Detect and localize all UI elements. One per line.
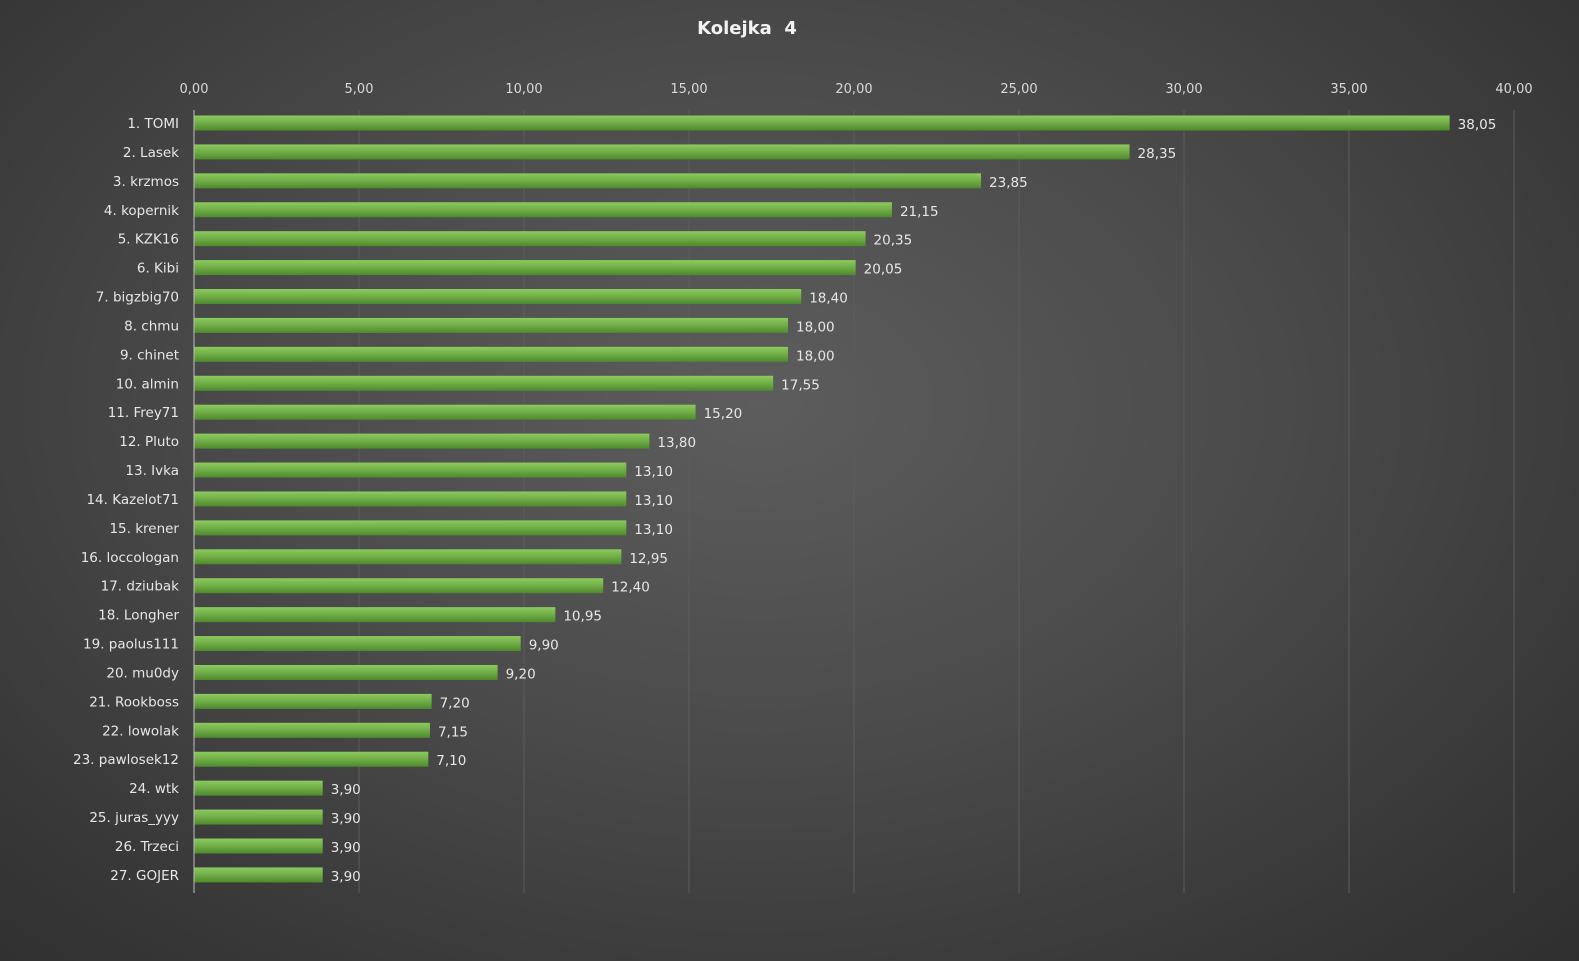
bar <box>194 809 323 825</box>
data-label: 18,00 <box>796 348 835 364</box>
x-tick-label: 25,00 <box>1000 82 1037 97</box>
data-labels: 38,05 28,35 23,85 21,15 20,35 20,05 18,40 18,00… <box>331 117 1497 885</box>
x-tick-label: 35,00 <box>1330 82 1367 97</box>
category-label: 5. KZK16 <box>118 232 179 248</box>
x-tick-label: 20,00 <box>835 82 872 97</box>
bar <box>194 693 432 709</box>
data-label: 3,90 <box>331 782 361 798</box>
category-label: 6. Kibi <box>137 261 179 277</box>
data-label: 20,05 <box>864 262 903 278</box>
category-label: 9. chinet <box>120 347 179 363</box>
category-label: 2. Lasek <box>123 145 179 161</box>
bar <box>194 433 650 449</box>
data-label: 17,55 <box>781 377 820 393</box>
category-label: 13. Ivka <box>125 463 179 479</box>
bar <box>194 375 774 391</box>
data-label: 9,20 <box>506 666 536 682</box>
bar <box>194 751 429 767</box>
category-label: 1. TOMI <box>127 116 179 132</box>
data-label: 23,85 <box>989 175 1028 191</box>
data-label: 18,40 <box>809 291 848 307</box>
bar <box>194 578 604 594</box>
category-label: 24. wtk <box>129 781 179 797</box>
category-label: 11. Frey71 <box>108 405 179 421</box>
data-label: 28,35 <box>1138 146 1177 162</box>
category-label: 25. juras_yyy <box>89 810 179 826</box>
x-tick-label: 10,00 <box>505 82 542 97</box>
bar <box>194 520 627 536</box>
data-label: 18,00 <box>796 319 835 335</box>
x-tick-label: 40,00 <box>1495 82 1532 97</box>
bar <box>194 607 556 623</box>
data-label: 13,10 <box>634 522 673 538</box>
bar <box>194 636 521 652</box>
data-label: 21,15 <box>900 204 939 220</box>
chart-title: Kolejka 4 <box>697 18 797 39</box>
x-tick-label: 5,00 <box>345 82 374 97</box>
data-label: 7,20 <box>440 695 470 711</box>
x-tick-label: 15,00 <box>670 82 707 97</box>
bar <box>194 115 1450 131</box>
bar <box>194 144 1130 160</box>
bar <box>194 346 788 362</box>
category-label: 21. Rookboss <box>89 694 179 710</box>
category-label: 27. GOJER <box>110 868 179 884</box>
category-label: 4. kopernik <box>104 203 179 219</box>
category-label: 18. Longher <box>98 608 179 624</box>
category-label: 14. Kazelot71 <box>86 492 179 508</box>
data-label: 3,90 <box>331 811 361 827</box>
bar <box>194 173 982 189</box>
category-label: 17. dziubak <box>101 579 180 595</box>
bar <box>194 260 856 276</box>
category-label: 8. chmu <box>124 318 179 334</box>
category-label: 19. paolus111 <box>83 637 179 653</box>
bar <box>194 867 323 883</box>
category-label: 15. krener <box>109 521 179 537</box>
category-label: 7. bigzbig70 <box>96 290 179 306</box>
data-label: 7,10 <box>436 753 466 769</box>
bar <box>194 838 323 854</box>
bars <box>194 115 1450 883</box>
bar <box>194 289 802 305</box>
bar <box>194 231 866 247</box>
category-label: 20. mu0dy <box>106 665 179 681</box>
bar <box>194 722 430 738</box>
data-label: 3,90 <box>331 840 361 856</box>
category-label: 26. Trzeci <box>115 839 179 855</box>
data-label: 13,80 <box>657 435 696 451</box>
data-label: 20,35 <box>874 233 913 249</box>
bar <box>194 664 498 680</box>
data-label: 38,05 <box>1458 117 1497 133</box>
bar <box>194 549 622 565</box>
x-tick-label: 0,00 <box>180 82 209 97</box>
data-label: 3,90 <box>331 869 361 885</box>
category-label: 22. lowolak <box>102 723 179 739</box>
category-label: 12. Pluto <box>119 434 179 450</box>
category-label: 3. krzmos <box>113 174 179 190</box>
x-axis-ticks: 0,00 5,00 10,00 15,00 20,00 25,00 30,00 35,00 40… <box>180 82 1533 97</box>
category-label: 10. almin <box>116 376 179 392</box>
data-label: 12,40 <box>611 580 650 596</box>
category-label: 16. loccologan <box>81 550 179 566</box>
bar <box>194 404 696 420</box>
bar <box>194 202 892 218</box>
data-label: 10,95 <box>563 609 602 625</box>
bar <box>194 317 788 333</box>
category-labels: 1. TOMI 2. Lasek 3. krzmos 4. kopernik 5. KZ… <box>73 116 179 884</box>
data-label: 7,15 <box>438 724 468 740</box>
data-label: 13,10 <box>634 493 673 509</box>
x-tick-label: 30,00 <box>1165 82 1202 97</box>
data-label: 9,90 <box>529 638 559 654</box>
data-label: 13,10 <box>634 464 673 480</box>
data-label: 12,95 <box>629 551 668 567</box>
data-label: 15,20 <box>704 406 743 422</box>
bar <box>194 780 323 796</box>
bar <box>194 491 627 507</box>
category-label: 23. pawlosek12 <box>73 752 179 768</box>
bar <box>194 462 627 478</box>
